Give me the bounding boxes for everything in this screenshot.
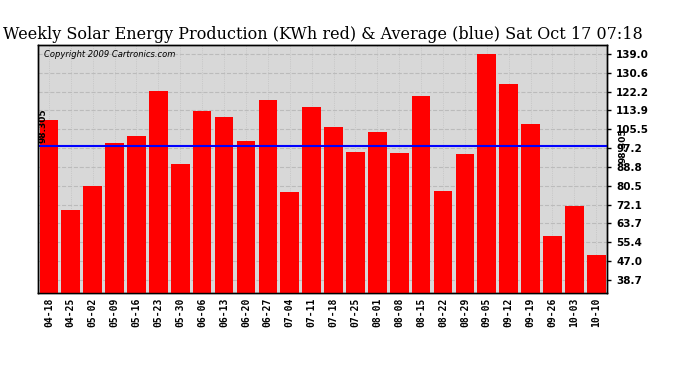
- Text: 109.866: 109.866: [44, 329, 53, 363]
- Bar: [324, 128, 343, 367]
- Bar: [521, 124, 540, 367]
- Text: 90.026: 90.026: [176, 334, 185, 363]
- Text: 49.811: 49.811: [592, 334, 601, 363]
- Text: 108.080: 108.080: [526, 329, 535, 363]
- Bar: [106, 144, 124, 367]
- Text: 115.510: 115.510: [307, 329, 316, 363]
- Text: 102.624: 102.624: [132, 329, 141, 363]
- Bar: [455, 154, 474, 367]
- Text: 77.538: 77.538: [285, 334, 294, 363]
- Bar: [346, 152, 365, 367]
- Text: 99.226: 99.226: [110, 334, 119, 363]
- Text: 80.490: 80.490: [88, 334, 97, 363]
- Text: 138.963: 138.963: [482, 329, 491, 363]
- Bar: [193, 111, 211, 367]
- Bar: [39, 120, 58, 367]
- Bar: [83, 186, 102, 367]
- Text: 57.985: 57.985: [548, 334, 557, 363]
- Text: 100.530: 100.530: [241, 329, 250, 363]
- Bar: [215, 117, 233, 367]
- Bar: [477, 54, 496, 367]
- Text: Copyright 2009 Cartronics.com: Copyright 2009 Cartronics.com: [43, 50, 175, 59]
- Text: 71.253: 71.253: [570, 334, 579, 363]
- Bar: [500, 84, 518, 367]
- Text: 94.905: 94.905: [395, 334, 404, 363]
- Text: 69.463: 69.463: [66, 334, 75, 363]
- Text: 104.266: 104.266: [373, 329, 382, 363]
- Bar: [61, 210, 80, 367]
- Text: 118.654: 118.654: [264, 329, 273, 363]
- Title: Weekly Solar Energy Production (KWh red) & Average (blue) Sat Oct 17 07:18: Weekly Solar Energy Production (KWh red)…: [3, 27, 642, 44]
- Bar: [302, 107, 321, 367]
- Bar: [237, 141, 255, 367]
- Bar: [587, 255, 606, 367]
- Text: 106.407: 106.407: [329, 329, 338, 363]
- Text: 94.416: 94.416: [460, 334, 469, 363]
- Text: 98.305: 98.305: [39, 109, 48, 143]
- Text: 78.222: 78.222: [438, 334, 448, 363]
- Bar: [412, 96, 431, 367]
- Text: 110.903: 110.903: [219, 329, 228, 363]
- Bar: [171, 164, 190, 367]
- Text: 95.361: 95.361: [351, 334, 360, 363]
- Bar: [280, 192, 299, 367]
- Text: 113.496: 113.496: [197, 329, 207, 363]
- Text: 98.305: 98.305: [619, 128, 628, 163]
- Bar: [368, 132, 386, 367]
- Bar: [127, 136, 146, 367]
- Bar: [259, 100, 277, 367]
- Text: 125.771: 125.771: [504, 329, 513, 363]
- Bar: [390, 153, 408, 367]
- Bar: [434, 191, 453, 367]
- Bar: [543, 236, 562, 367]
- Bar: [565, 206, 584, 367]
- Text: 120.395: 120.395: [417, 329, 426, 363]
- Bar: [149, 91, 168, 367]
- Text: 122.463: 122.463: [154, 329, 163, 363]
